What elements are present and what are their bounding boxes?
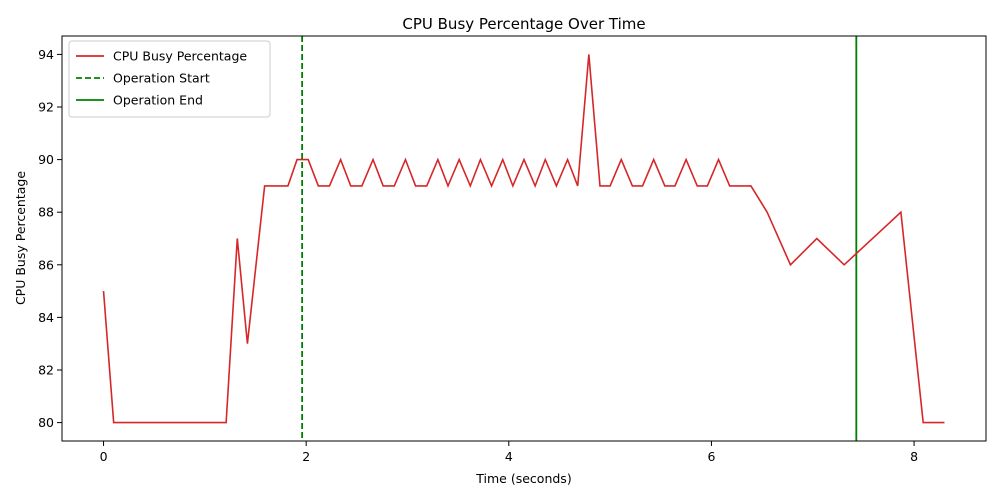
legend-entry-cpu-busy-percentage-label: CPU Busy Percentage xyxy=(113,49,247,64)
y-tick-label: 84 xyxy=(38,310,54,325)
x-tick-label: 6 xyxy=(707,449,715,464)
axes-frame xyxy=(61,35,987,442)
x-tick-label: 2 xyxy=(302,449,310,464)
y-tick-label: 82 xyxy=(38,362,54,377)
plot-area xyxy=(102,36,945,441)
x-tick-label: 4 xyxy=(505,449,513,464)
legend: CPU Busy Percentage Operation Start Operat… xyxy=(68,40,271,118)
y-tick-label: 92 xyxy=(38,100,54,115)
legend-entry-operation-end-label: Operation End xyxy=(113,93,203,108)
x-tick-label: 0 xyxy=(100,449,108,464)
y-axis-label: CPU Busy Percentage xyxy=(13,171,28,305)
chart-title: CPU Busy Percentage Over Time xyxy=(402,15,645,33)
legend-entry-operation-start-label: Operation Start xyxy=(113,71,210,86)
series-line-cpu-busy-percentage xyxy=(102,54,945,424)
y-tick-label: 94 xyxy=(38,47,54,62)
y-tick-label: 80 xyxy=(38,415,54,430)
x-tick-label: 8 xyxy=(910,449,918,464)
y-tick-label: 88 xyxy=(38,205,54,220)
x-axis-label: Time (seconds) xyxy=(475,471,571,486)
y-tick-label: 86 xyxy=(38,257,54,272)
legend-box xyxy=(68,40,271,118)
y-tick-label: 90 xyxy=(38,152,54,167)
